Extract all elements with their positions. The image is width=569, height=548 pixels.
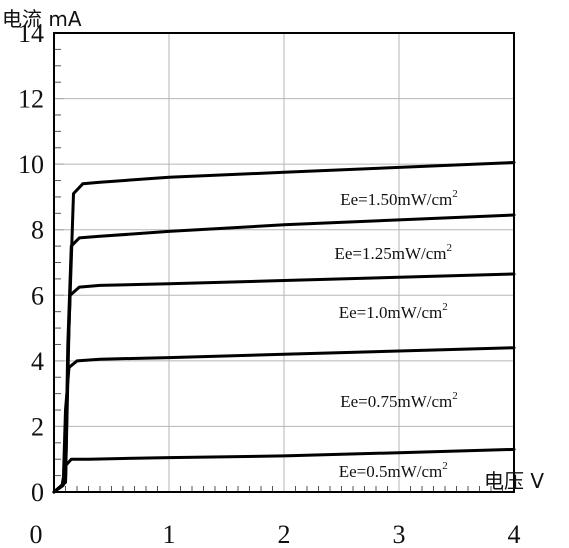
series-curve (52, 346, 516, 494)
y-tick-label: 12 (18, 85, 44, 114)
y-tick-label: 6 (31, 281, 44, 310)
y-tick-label: 14 (18, 19, 44, 48)
x-tick-label: 0 (30, 520, 43, 548)
series-label: Ee=1.25mW/cm2 (334, 242, 452, 263)
x-tick-label: 2 (278, 520, 291, 548)
y-axis-title: 电流 mA (2, 7, 82, 31)
x-tick-label: 1 (163, 520, 176, 548)
series-curves (52, 161, 516, 494)
x-tick-labels: 0 1 2 3 4 (30, 520, 521, 548)
y-tick-label: 8 (31, 216, 44, 245)
x-tick-label: 3 (393, 520, 406, 548)
y-tick-label: 10 (18, 150, 44, 179)
y-tick-label: 4 (31, 347, 44, 376)
series-label: Ee=0.75mW/cm2 (340, 390, 458, 411)
series-curve (52, 272, 516, 494)
series-label: Ee=1.0mW/cm2 (339, 301, 448, 322)
y-tick-label: 0 (31, 478, 44, 507)
y-tick-label: 2 (31, 412, 44, 441)
series-curve (52, 447, 516, 494)
x-tick-label: 4 (508, 520, 521, 548)
series-labels: Ee=1.50mW/cm2 Ee=1.25mW/cm2 Ee=1.0mW/cm2 Ee… (334, 188, 457, 481)
grid-lines (54, 33, 514, 492)
y-tick-labels: 0 2 4 6 8 10 12 14 (18, 19, 44, 507)
x-axis-title: 电压 V (484, 469, 544, 493)
plot-frame (53, 32, 515, 493)
series-label: Ee=0.5mW/cm2 (339, 460, 448, 481)
series-label: Ee=1.50mW/cm2 (340, 188, 458, 209)
